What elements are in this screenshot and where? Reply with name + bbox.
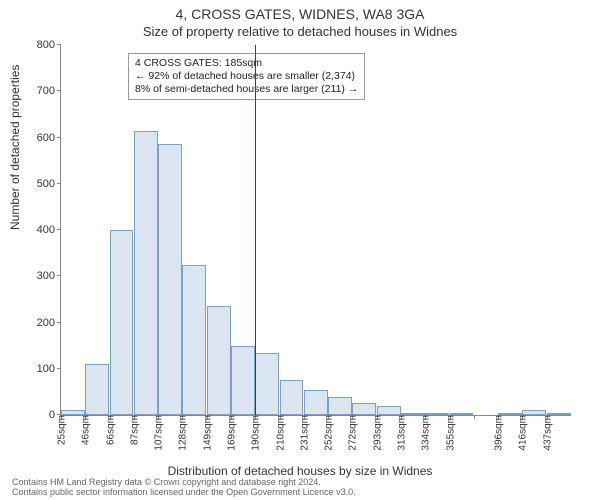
x-tick-label: 149sqm xyxy=(200,415,213,451)
histogram-bar xyxy=(304,390,328,415)
reference-line xyxy=(255,45,256,415)
chart-title-main: 4, CROSS GATES, WIDNES, WA8 3GA xyxy=(0,0,600,22)
histogram-bar xyxy=(207,306,231,415)
x-tick-label: 190sqm xyxy=(249,415,262,451)
y-tick-mark xyxy=(57,275,61,276)
y-tick-mark xyxy=(57,90,61,91)
y-tick-label: 400 xyxy=(37,224,61,236)
plot-area: 4 CROSS GATES: 185sqm← 92% of detached h… xyxy=(60,45,571,416)
histogram-bar xyxy=(352,403,376,415)
x-tick-label: 46sqm xyxy=(79,415,92,445)
y-tick-label: 100 xyxy=(37,363,61,375)
x-tick-label: 128sqm xyxy=(176,415,189,451)
x-tick-label: 293sqm xyxy=(370,415,383,451)
histogram-bar xyxy=(158,144,182,415)
x-tick-label: 107sqm xyxy=(152,415,165,451)
footer-line-2: Contains public sector information licen… xyxy=(12,488,356,498)
footer-credits: Contains HM Land Registry data © Crown c… xyxy=(12,478,356,498)
x-tick-label: 313sqm xyxy=(395,415,408,451)
annotation-box: 4 CROSS GATES: 185sqm← 92% of detached h… xyxy=(128,53,365,100)
y-tick-label: 600 xyxy=(37,132,61,144)
annotation-line: 8% of semi-detached houses are larger (2… xyxy=(135,83,358,96)
y-tick-label: 500 xyxy=(37,178,61,190)
histogram-bar xyxy=(377,406,401,415)
histogram-bar xyxy=(110,230,134,415)
x-tick-label: 416sqm xyxy=(516,415,529,451)
x-tick-label: 334sqm xyxy=(419,415,432,451)
y-tick-mark xyxy=(57,137,61,138)
y-tick-label: 200 xyxy=(37,317,61,329)
histogram-bar xyxy=(328,397,352,416)
histogram-bar xyxy=(255,353,279,415)
histogram-bar xyxy=(134,131,158,415)
x-tick-label: 252sqm xyxy=(322,415,335,451)
x-tick-label: 169sqm xyxy=(225,415,238,451)
y-tick-mark xyxy=(57,368,61,369)
y-tick-mark xyxy=(57,44,61,45)
y-tick-mark xyxy=(57,183,61,184)
y-tick-label: 800 xyxy=(37,39,61,51)
chart-container: 4, CROSS GATES, WIDNES, WA8 3GA Size of … xyxy=(0,0,600,500)
histogram-bar xyxy=(231,346,255,415)
x-tick-label: 396sqm xyxy=(492,415,505,451)
histogram-bar xyxy=(280,380,304,415)
y-tick-label: 700 xyxy=(37,85,61,97)
x-tick-label: 210sqm xyxy=(273,415,286,451)
y-tick-mark xyxy=(57,229,61,230)
x-tick-label: 66sqm xyxy=(103,415,116,445)
histogram-bar xyxy=(182,265,206,415)
annotation-line: 4 CROSS GATES: 185sqm xyxy=(135,57,358,70)
x-axis-label: Distribution of detached houses by size … xyxy=(0,464,600,478)
x-tick-label: 231sqm xyxy=(297,415,310,451)
histogram-bar xyxy=(85,364,109,415)
x-tick-label: 437sqm xyxy=(540,415,553,451)
chart-title-sub: Size of property relative to detached ho… xyxy=(0,22,600,39)
x-tick-label: 87sqm xyxy=(127,415,140,445)
x-tick-mark xyxy=(474,415,475,419)
y-tick-label: 300 xyxy=(37,270,61,282)
x-tick-label: 25sqm xyxy=(55,415,68,445)
y-tick-mark xyxy=(57,322,61,323)
x-tick-label: 355sqm xyxy=(443,415,456,451)
annotation-line: ← 92% of detached houses are smaller (2,… xyxy=(135,70,358,83)
y-axis-label: Number of detached properties xyxy=(8,65,22,230)
x-tick-label: 272sqm xyxy=(346,415,359,451)
